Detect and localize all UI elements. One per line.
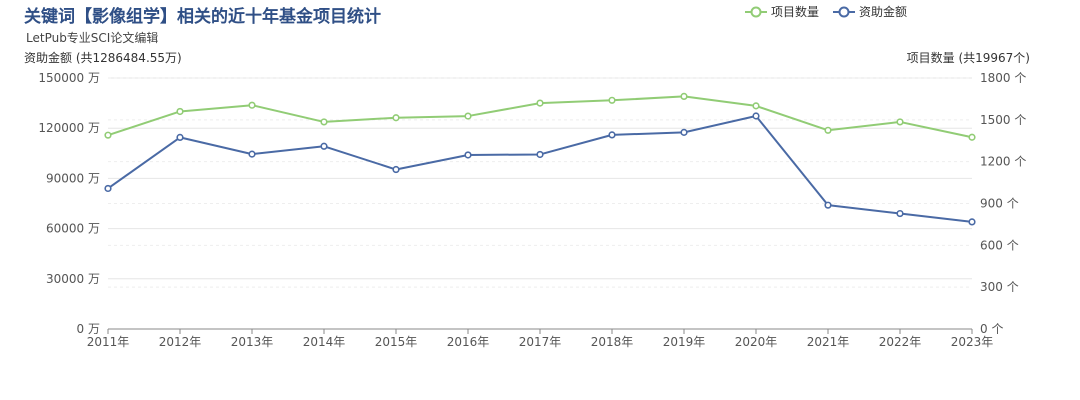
left-axis-tick-label: 150000 万 <box>38 71 100 85</box>
data-point-amount <box>968 218 976 226</box>
left-axis-tick-label: 30000 万 <box>46 272 100 286</box>
chart-title: 关键词【影像组学】相关的近十年基金项目统计 <box>24 7 381 27</box>
x-axis-tick-label: 2022年 <box>879 335 922 349</box>
x-axis-tick-label: 2020年 <box>735 335 778 349</box>
legend-item-count[interactable]: 项目数量 <box>745 3 819 20</box>
right-axis-tick-label: 1500 个 <box>980 113 1026 127</box>
x-axis-tick-label: 2018年 <box>591 335 634 349</box>
data-point-amount <box>536 150 544 159</box>
data-point-count <box>968 133 976 141</box>
x-axis-tick-label: 2011年 <box>87 335 130 349</box>
x-axis-tick-label: 2021年 <box>807 335 850 349</box>
chart-subtitle: LetPub专业SCI论文编辑 <box>26 31 159 45</box>
data-point-count <box>320 118 328 126</box>
legend-line-circle-icon <box>833 6 856 17</box>
x-axis-tick-label: 2012年 <box>159 335 202 349</box>
legend-line-circle-icon <box>745 6 767 17</box>
legend: 项目数量 资助金额 <box>745 3 907 20</box>
data-point-amount <box>176 133 184 142</box>
right-axis-tick-label: 300 个 <box>980 280 1019 294</box>
x-axis-tick-label: 2015年 <box>375 335 418 349</box>
data-point-amount <box>752 112 760 120</box>
data-point-count <box>680 92 688 101</box>
x-axis-tick-label: 2016年 <box>447 335 490 349</box>
data-point-amount <box>104 184 112 193</box>
data-point-amount <box>464 151 472 159</box>
x-axis-tick-label: 2023年 <box>951 335 994 349</box>
data-point-amount <box>608 131 616 139</box>
data-point-amount <box>248 150 256 158</box>
data-point-count <box>392 114 400 122</box>
series-line-amount <box>107 114 973 223</box>
data-point-amount <box>824 201 832 209</box>
legend-label-count: 项目数量 <box>771 5 820 19</box>
data-point-amount <box>392 165 400 174</box>
data-point-count <box>752 102 760 110</box>
data-point-count <box>608 96 616 104</box>
data-point-count <box>248 101 256 109</box>
right-axis-label: 项目数量 (共19967个) <box>907 50 1030 65</box>
data-point-count <box>536 99 544 107</box>
x-axis-tick-label: 2013年 <box>231 335 274 349</box>
left-axis-tick-label: 120000 万 <box>38 121 100 135</box>
data-point-count <box>896 118 904 126</box>
data-point-count <box>464 112 472 120</box>
data-point-amount <box>320 142 328 150</box>
data-point-amount <box>680 128 688 136</box>
right-axis-tick-label: 1200 个 <box>980 155 1026 169</box>
data-point-count <box>104 131 112 139</box>
right-axis-tick-label: 600 个 <box>980 238 1019 252</box>
left-axis-tick-label: 0 万 <box>77 322 100 336</box>
legend-item-amount[interactable]: 资助金额 <box>833 3 907 20</box>
legend-label-amount: 资助金额 <box>859 5 908 19</box>
data-point-amount <box>896 209 904 218</box>
x-axis-tick-label: 2014年 <box>303 335 346 349</box>
left-axis-tick-label: 60000 万 <box>46 222 100 236</box>
right-axis-tick-label: 1800 个 <box>980 71 1026 85</box>
right-axis-tick-label: 900 个 <box>980 197 1019 211</box>
left-axis-label: 资助金额 (共1286484.55万) <box>24 50 182 65</box>
x-axis-tick-label: 2019年 <box>663 335 706 349</box>
x-axis-tick-label: 2017年 <box>519 335 562 349</box>
left-axis-tick-label: 90000 万 <box>46 171 100 185</box>
data-point-count <box>176 107 184 116</box>
right-axis-tick-label: 0 个 <box>980 322 1003 336</box>
data-point-count <box>824 126 832 134</box>
